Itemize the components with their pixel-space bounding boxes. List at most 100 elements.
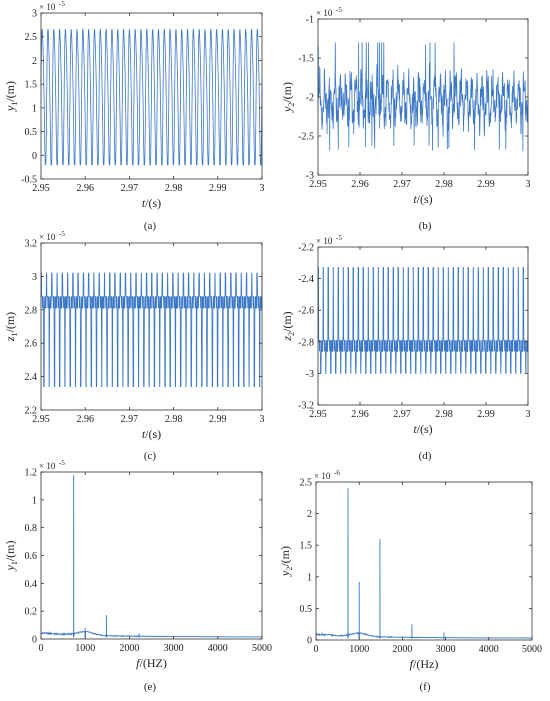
y-axis-label-unit: /(m) — [3, 312, 17, 333]
y-axis-label-var: y — [278, 570, 292, 577]
y-axis-label: y1/(m) — [3, 541, 19, 572]
x-tick-label: 2.97 — [393, 409, 411, 420]
x-axis-label-unit: /(s) — [145, 196, 161, 210]
x-tick-label: 1000 — [75, 643, 95, 654]
y-tick-label: 0.8 — [25, 523, 38, 534]
y-axis-label: y1/(m) — [3, 81, 19, 112]
x-tick-label: 2.99 — [209, 183, 227, 194]
x-tick-label: 2.99 — [477, 179, 495, 190]
x-tick-label: 4000 — [479, 644, 499, 655]
x-tick-label: 5000 — [252, 643, 272, 654]
x-tick-label: 2.96 — [76, 414, 94, 425]
x-axis-label: t/(s) — [142, 427, 161, 441]
x-axis-label-unit: /(s) — [417, 422, 433, 436]
exponent-base: × 10 — [39, 232, 56, 242]
plot-frame — [315, 481, 533, 641]
x-axis-label: f/(HZ) — [136, 656, 167, 670]
y-tick-label: 1.2 — [25, 468, 38, 479]
panel-caption: (c) — [144, 450, 157, 462]
y-tick-label: 0 — [32, 151, 37, 162]
x-tick-label: 2.97 — [121, 183, 139, 194]
x-tick-label: 2.96 — [351, 179, 369, 190]
y-axis-label-unit: /(m) — [278, 546, 292, 567]
y-tick-label: -2.4 — [298, 274, 314, 285]
x-tick-label: 2.99 — [209, 414, 227, 425]
x-axis-label-unit: /(HZ) — [140, 656, 167, 670]
series-line — [318, 267, 529, 374]
x-tick-label: 1000 — [349, 644, 369, 655]
y-tick-label: 0.2 — [25, 607, 38, 618]
x-tick-label: 2.97 — [393, 179, 411, 190]
y-tick-label: -1.5 — [298, 54, 314, 65]
x-axis-label-unit: /(s) — [417, 192, 433, 206]
y-tick-label: 2.5 — [25, 32, 38, 43]
series-line — [40, 474, 263, 638]
plot-frame — [40, 12, 263, 180]
y-tick-label: 2.4 — [25, 372, 38, 383]
panel-caption: (d) — [419, 450, 432, 462]
y-axis-label-unit: /(m) — [3, 541, 17, 562]
series-line — [315, 488, 532, 641]
panel-caption: (b) — [419, 220, 432, 232]
y-tick-label: 1 — [307, 572, 312, 583]
y-tick-label: 2.6 — [25, 339, 38, 350]
y-tick-label: 2.5 — [300, 478, 313, 489]
y-tick-label: 0.4 — [25, 579, 38, 590]
y-tick-label: -3.2 — [298, 401, 314, 412]
exponent-base: × 10 — [316, 236, 333, 246]
x-tick-label: 4000 — [208, 643, 228, 654]
y-axis-label-var: y — [3, 105, 17, 112]
y-axis-label: z1/(m) — [3, 312, 19, 342]
y-tick-label: 0.6 — [25, 551, 38, 562]
y-axis-label: z2/(m) — [280, 311, 296, 341]
y-tick-label: 3 — [32, 9, 37, 20]
x-tick-label: 2.98 — [435, 409, 453, 420]
exponent-base: × 10 — [314, 471, 331, 481]
x-axis-label-var: t — [413, 192, 417, 206]
panel-caption: (a) — [144, 220, 157, 232]
exponent-base: × 10 — [316, 8, 333, 18]
y-axis-label-sub: 2 — [287, 103, 296, 107]
y-tick-label: -2.6 — [298, 306, 314, 317]
x-tick-label: 2.97 — [121, 414, 139, 425]
y-axis-label-var: y — [3, 565, 17, 572]
y-tick-label: 2.2 — [25, 406, 38, 417]
exponent-base: × 10 — [39, 461, 56, 471]
x-tick-label: 3000 — [164, 643, 184, 654]
x-tick-label: 3 — [526, 179, 531, 190]
x-tick-label: 2.95 — [32, 183, 50, 194]
y-axis-label-sub: 2 — [287, 332, 296, 336]
y-tick-label: -2.2 — [298, 243, 314, 254]
x-tick-label: 2.99 — [477, 409, 495, 420]
y-axis-label-sub: 1 — [10, 333, 19, 337]
x-tick-label: 2000 — [392, 644, 412, 655]
x-axis-label-var: f — [410, 657, 415, 671]
y-tick-label: -0.5 — [21, 175, 37, 186]
y-axis-label-sub: 1 — [10, 102, 19, 106]
y-tick-label: 1.5 — [300, 541, 313, 552]
y-tick-label: -2 — [306, 93, 314, 104]
y-tick-label: 0 — [307, 636, 312, 647]
plot-frame — [317, 246, 529, 406]
exponent-power: -5 — [336, 6, 342, 14]
y-tick-label: -3 — [306, 171, 314, 182]
y-axis-label-var: z — [280, 336, 294, 342]
x-tick-label: 2.95 — [309, 409, 327, 420]
panel-caption: (f) — [420, 681, 431, 693]
y-axis-label-unit: /(m) — [280, 82, 294, 103]
y-tick-label: 1.5 — [25, 80, 38, 91]
y-tick-label: -2.5 — [298, 132, 314, 143]
y-axis-label-sub: 1 — [10, 561, 19, 565]
exponent-power: -6 — [334, 469, 340, 477]
y-axis-label: y2/(m) — [280, 82, 296, 113]
y-tick-label: 2 — [307, 509, 312, 520]
panel-caption: (e) — [144, 681, 157, 693]
series-line — [317, 42, 529, 152]
y-tick-label: 2.8 — [25, 305, 38, 316]
x-axis-label: t/(s) — [413, 192, 432, 206]
x-tick-label: 2.96 — [351, 409, 369, 420]
series-line — [41, 272, 263, 387]
x-tick-label: 3 — [526, 409, 531, 420]
x-tick-label: 2.98 — [165, 414, 183, 425]
